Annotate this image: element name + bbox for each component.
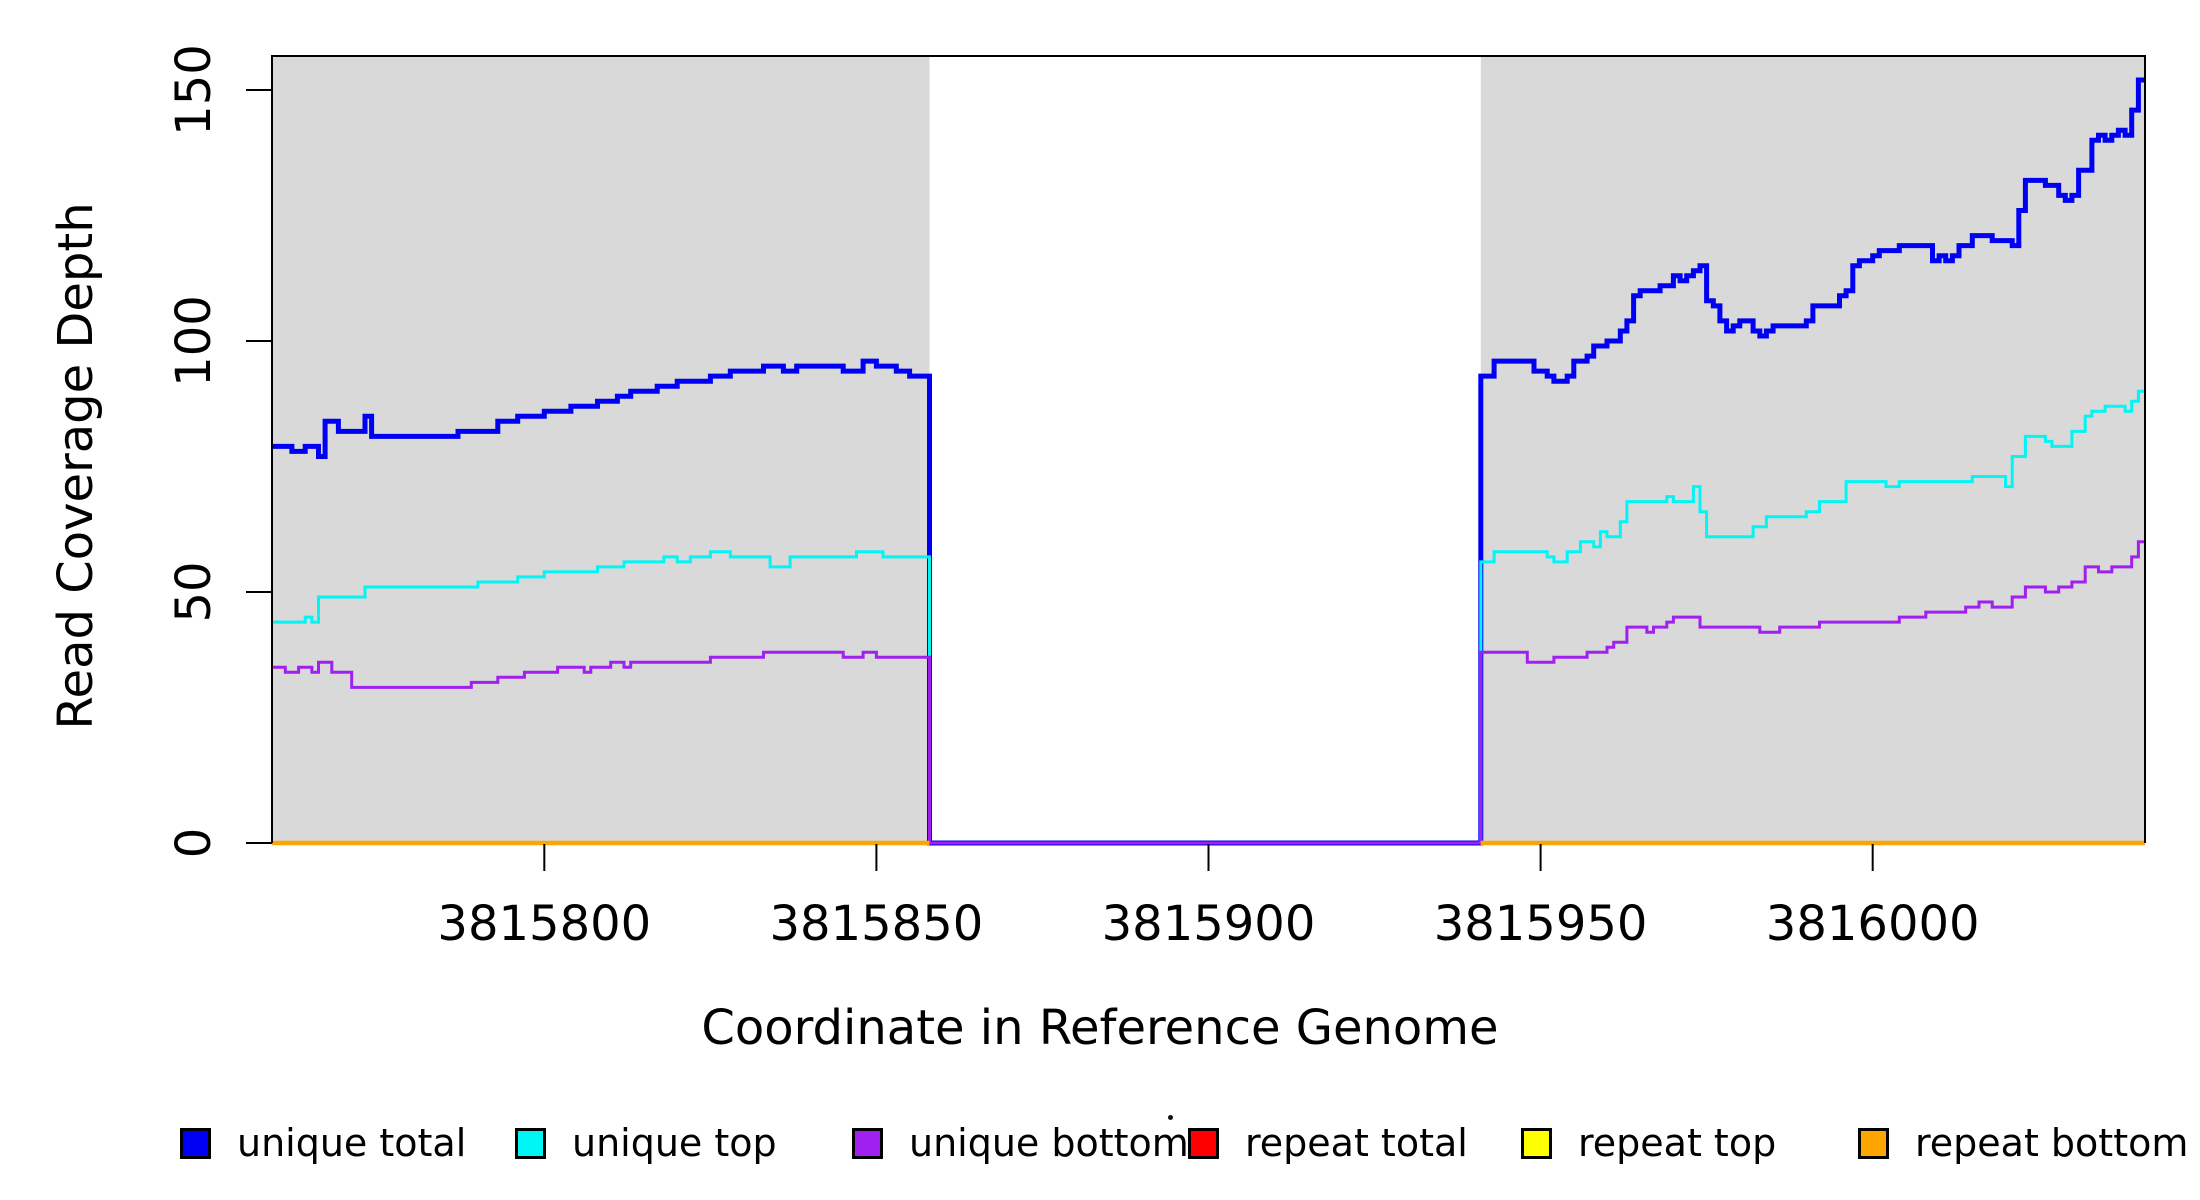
series-unique-total: [272, 77, 2145, 846]
series-unique-bottom: [272, 540, 2145, 845]
series-unique-top: [272, 389, 2145, 845]
covered-region-right: [1480, 56, 2145, 843]
y-tick-label-50: 50: [166, 561, 222, 622]
x-tick-label-3815850: 3815850: [770, 896, 984, 952]
x-axis-title: Coordinate in Reference Genome: [701, 1000, 1499, 1056]
stray-dot: [1168, 1115, 1173, 1120]
x-tick-label-3816000: 3816000: [1766, 896, 1980, 952]
covered-region-left: [272, 56, 930, 843]
x-tick-label-3815900: 3815900: [1102, 896, 1316, 952]
y-tick-label-150: 150: [166, 44, 222, 136]
y-axis-title: Read Coverage Depth: [48, 202, 104, 730]
y-tick-label-100: 100: [166, 295, 222, 387]
plot-box: [271, 55, 2146, 843]
y-tick-label-0: 0: [166, 828, 222, 859]
x-tick-label-3815950: 3815950: [1434, 896, 1648, 952]
x-tick-label-3815800: 3815800: [437, 896, 651, 952]
